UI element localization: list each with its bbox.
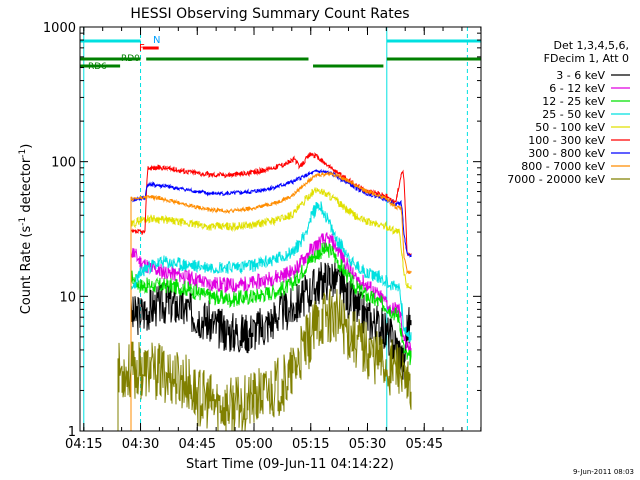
y-axis-label-sup1: -1 [18, 217, 28, 226]
chart-title: HESSI Observing Summary Count Rates [130, 6, 409, 22]
legend-entry-0: 3 - 6 keV [556, 69, 605, 82]
axes: 04:15 04:30 04:45 05:00 05:15 05:30 05:45 1 10 10… [43, 21, 482, 452]
series-line-4 [130, 187, 412, 431]
legend-entry-5: 100 - 300 keV [528, 134, 605, 147]
legend: Det 1,3,4,5,6,FDecim 1, Att 0 3 - 6 keV6 … [507, 39, 630, 186]
x-tick-label-4: 05:15 [292, 437, 329, 452]
plot-frame [79, 26, 482, 432]
y-tick-label-0: 1 [68, 425, 76, 440]
y-axis-label: Count Rate (s-1 detector-1) [18, 144, 34, 315]
series-line-2 [130, 242, 412, 431]
x-tick-label-3: 05:00 [235, 437, 272, 452]
y-tick-label-1: 10 [59, 290, 76, 305]
status-label-rd0: RD0 [121, 54, 140, 64]
x-tick-label-5: 05:30 [349, 437, 386, 452]
status-label-f: F [139, 43, 145, 54]
series-line-3 [130, 201, 412, 431]
series-line-5 [130, 151, 412, 431]
legend-entry-8: 7000 - 20000 keV [507, 173, 605, 186]
x-tick-label-6: 05:45 [406, 437, 443, 452]
x-axis-label: Start Time (09-Jun-11 04:14:22) [186, 457, 394, 472]
y-axis-label-part1: Count Rate (s [19, 226, 34, 315]
y-tick-label-2: 100 [51, 156, 76, 171]
y-axis-label-part2: detector [19, 157, 34, 217]
series-line-1 [130, 232, 412, 431]
x-tick-label-2: 04:45 [179, 437, 216, 452]
y-axis-label-part3: ) [19, 144, 34, 149]
series-line-8 [117, 288, 412, 432]
legend-entry-2: 12 - 25 keV [542, 95, 605, 108]
legend-entry-4: 50 - 100 keV [535, 121, 605, 134]
x-tick-label-1: 04:30 [122, 437, 159, 452]
legend-entry-6: 300 - 800 keV [528, 147, 605, 160]
legend-header-1: FDecim 1, Att 0 [544, 52, 629, 65]
status-label-n: N [153, 35, 160, 46]
legend-entry-7: 800 - 7000 keV [521, 160, 605, 173]
x-tick-label-0: 04:15 [65, 437, 102, 452]
legend-header-0: Det 1,3,4,5,6, [553, 39, 629, 52]
status-label-rd6: RD6 [88, 62, 107, 72]
legend-entry-1: 6 - 12 keV [549, 82, 605, 95]
y-tick-label-3: 1000 [43, 21, 76, 36]
y-axis-label-sup2: -1 [18, 149, 28, 158]
series-line-0 [130, 260, 412, 431]
plot-timestamp: 9-Jun-2011 08:03 [573, 468, 634, 476]
legend-entry-3: 25 - 50 keV [542, 108, 605, 121]
series-line-7 [130, 171, 412, 431]
